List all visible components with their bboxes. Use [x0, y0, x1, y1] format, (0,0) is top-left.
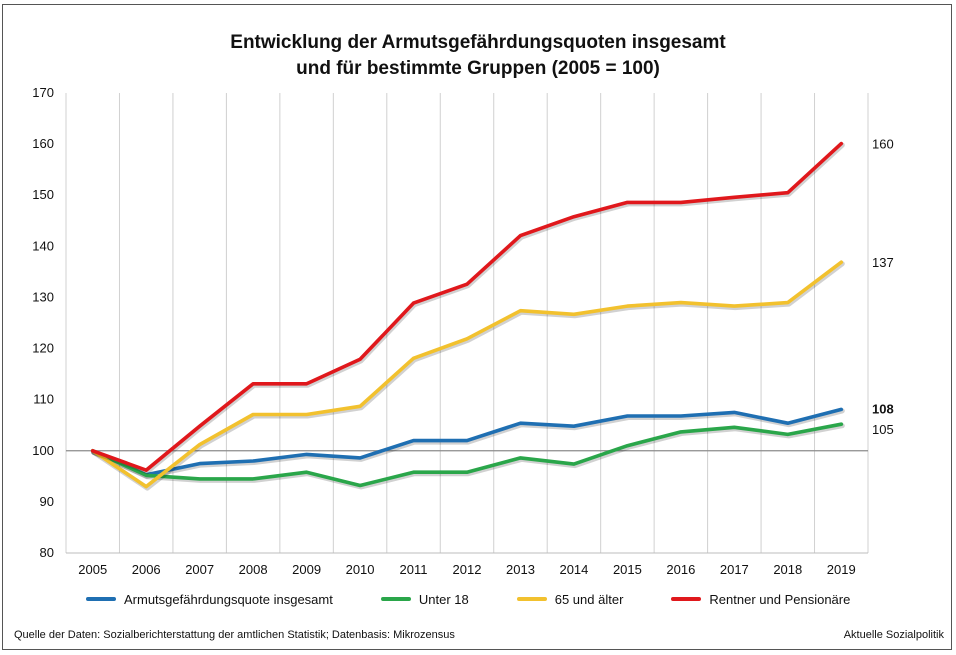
legend-label: 65 und älter — [554, 591, 624, 607]
end-value-label: 108 — [872, 401, 894, 416]
legend-swatch — [516, 597, 547, 601]
legend-label: Armutsgefährdungsquote insgesamt — [124, 591, 333, 607]
x-tick-label: 2018 — [773, 562, 802, 577]
series-line — [90, 422, 844, 488]
end-value-label: 137 — [872, 255, 894, 270]
y-tick-label: 120 — [32, 341, 54, 356]
end-value-label: 105 — [872, 422, 894, 437]
grid-layer — [65, 93, 869, 553]
legend-swatch — [671, 597, 702, 601]
y-tick-label: 80 — [40, 545, 54, 560]
legend-label: Rentner und Pensionäre — [709, 591, 851, 607]
publisher-note: Aktuelle Sozialpolitik — [843, 629, 944, 641]
legend-item: Armutsgefährdungsquote insgesamt — [86, 592, 333, 607]
x-tick-label: 2014 — [559, 562, 588, 577]
chart-title-line-1: Entwicklung der Armutsgefährdungsquoten … — [230, 32, 726, 53]
x-tick-label: 2008 — [239, 562, 268, 577]
legend-item: Rentner und Pensionäre — [671, 592, 850, 607]
series-line — [90, 407, 844, 477]
label-layer: 108 105 137 160 — [872, 137, 894, 438]
chart-title-line-2: und für bestimmte Gruppen (2005 = 100) — [296, 58, 660, 79]
x-tick-label: 2005 — [78, 562, 107, 577]
end-value-label: 160 — [872, 137, 894, 152]
chart-title: Entwicklung der Armutsgefährdungsquoten … — [0, 30, 956, 82]
legend-swatch — [380, 597, 411, 601]
x-tick-label: 2015 — [613, 562, 642, 577]
legend-item: Unter 18 — [380, 591, 469, 607]
source-note: Quelle der Daten: Sozialberichterstattun… — [14, 629, 455, 641]
legend-label: Unter 18 — [418, 591, 469, 607]
series-line-shadow — [91, 261, 845, 491]
x-tick-label: 2010 — [346, 562, 375, 577]
x-tick-label: 2013 — [506, 562, 535, 577]
y-tick-label: 130 — [32, 289, 54, 304]
series-line — [90, 260, 844, 489]
y-tick-label: 160 — [32, 136, 54, 151]
y-tick-label: 140 — [32, 238, 54, 253]
y-tick-label: 150 — [32, 187, 54, 202]
series-layer — [90, 141, 845, 491]
chart-legend: Armutsgefährdungsquote insgesamt Unter 18… — [86, 589, 898, 609]
x-tick-label: 2009 — [292, 562, 321, 577]
y-tick-label: 110 — [33, 392, 54, 407]
y-tick-label: 90 — [40, 494, 54, 509]
x-tick-label: 2007 — [185, 562, 214, 577]
x-tick-label: 2011 — [400, 562, 428, 577]
y-tick-label: 100 — [32, 443, 54, 458]
series-line — [90, 141, 844, 473]
x-tick-label: 2017 — [720, 562, 749, 577]
legend-swatch — [86, 597, 116, 601]
y-tick-label: 170 — [32, 85, 54, 100]
x-tick-label: 2006 — [132, 562, 161, 577]
x-tick-label: 2019 — [827, 562, 856, 577]
x-tick-label: 2016 — [666, 562, 695, 577]
legend-item: 65 und älter — [516, 591, 624, 607]
chart-frame — [2, 4, 952, 650]
axis-layer: 80 90 100 110 120 130 140 150 160 170 2005 2006 2007… — [32, 85, 868, 577]
x-tick-label: 2012 — [453, 562, 482, 577]
